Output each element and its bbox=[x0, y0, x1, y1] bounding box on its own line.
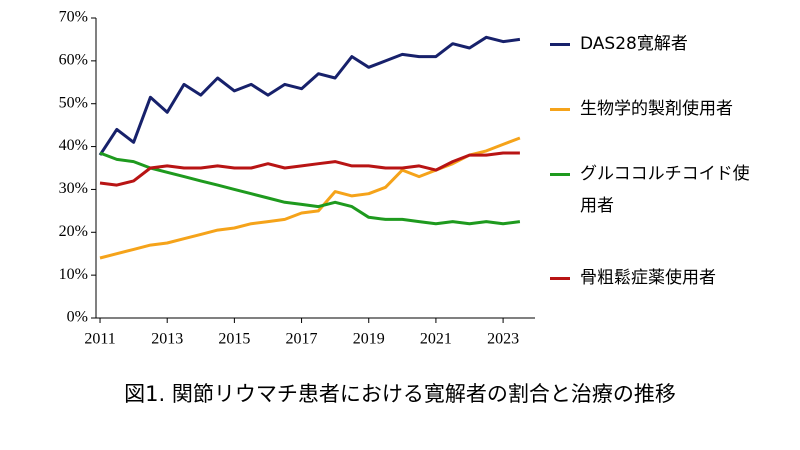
y-tick-label: 70% bbox=[59, 9, 88, 26]
y-tick-label: 60% bbox=[59, 52, 88, 69]
x-tick-label: 2021 bbox=[420, 331, 452, 348]
series-line bbox=[99, 136, 521, 260]
y-tick-label: 0% bbox=[67, 309, 88, 326]
legend-item: グルココルチコイド使用者 bbox=[550, 158, 765, 222]
series-line bbox=[99, 151, 520, 187]
legend-label: グルココルチコイド使用者 bbox=[580, 164, 750, 216]
y-tick-label: 40% bbox=[59, 137, 88, 154]
x-tick-label: 2011 bbox=[84, 331, 115, 348]
legend-label: 生物学的製剤使用者 bbox=[580, 99, 733, 119]
legend-swatch bbox=[550, 173, 570, 176]
legend-item: 生物学的製剤使用者 bbox=[550, 93, 765, 125]
series-line bbox=[99, 151, 521, 226]
legend-label: DAS28寛解者 bbox=[580, 34, 688, 54]
x-tick-label: 2023 bbox=[487, 331, 519, 348]
legend-swatch bbox=[550, 277, 570, 280]
y-tick-label: 30% bbox=[59, 180, 88, 197]
caption: 図1. 関節リウマチ患者における寛解者の割合と治療の推移 bbox=[124, 382, 676, 406]
y-tick-label: 50% bbox=[59, 94, 88, 111]
x-tick-label: 2015 bbox=[218, 331, 250, 348]
y-tick-label: 10% bbox=[59, 266, 88, 283]
series-line bbox=[98, 35, 521, 156]
y-tick-label: 20% bbox=[59, 223, 88, 240]
x-tick-label: 2019 bbox=[353, 331, 385, 348]
x-tick-label: 2017 bbox=[286, 331, 318, 348]
legend-item: DAS28寛解者 bbox=[550, 28, 765, 60]
legend-label: 骨粗鬆症薬使用者 bbox=[580, 268, 716, 288]
legend-item: 骨粗鬆症薬使用者 bbox=[550, 262, 765, 294]
legend-swatch bbox=[550, 43, 570, 46]
legend-swatch bbox=[550, 108, 570, 111]
x-tick-label: 2013 bbox=[151, 331, 183, 348]
